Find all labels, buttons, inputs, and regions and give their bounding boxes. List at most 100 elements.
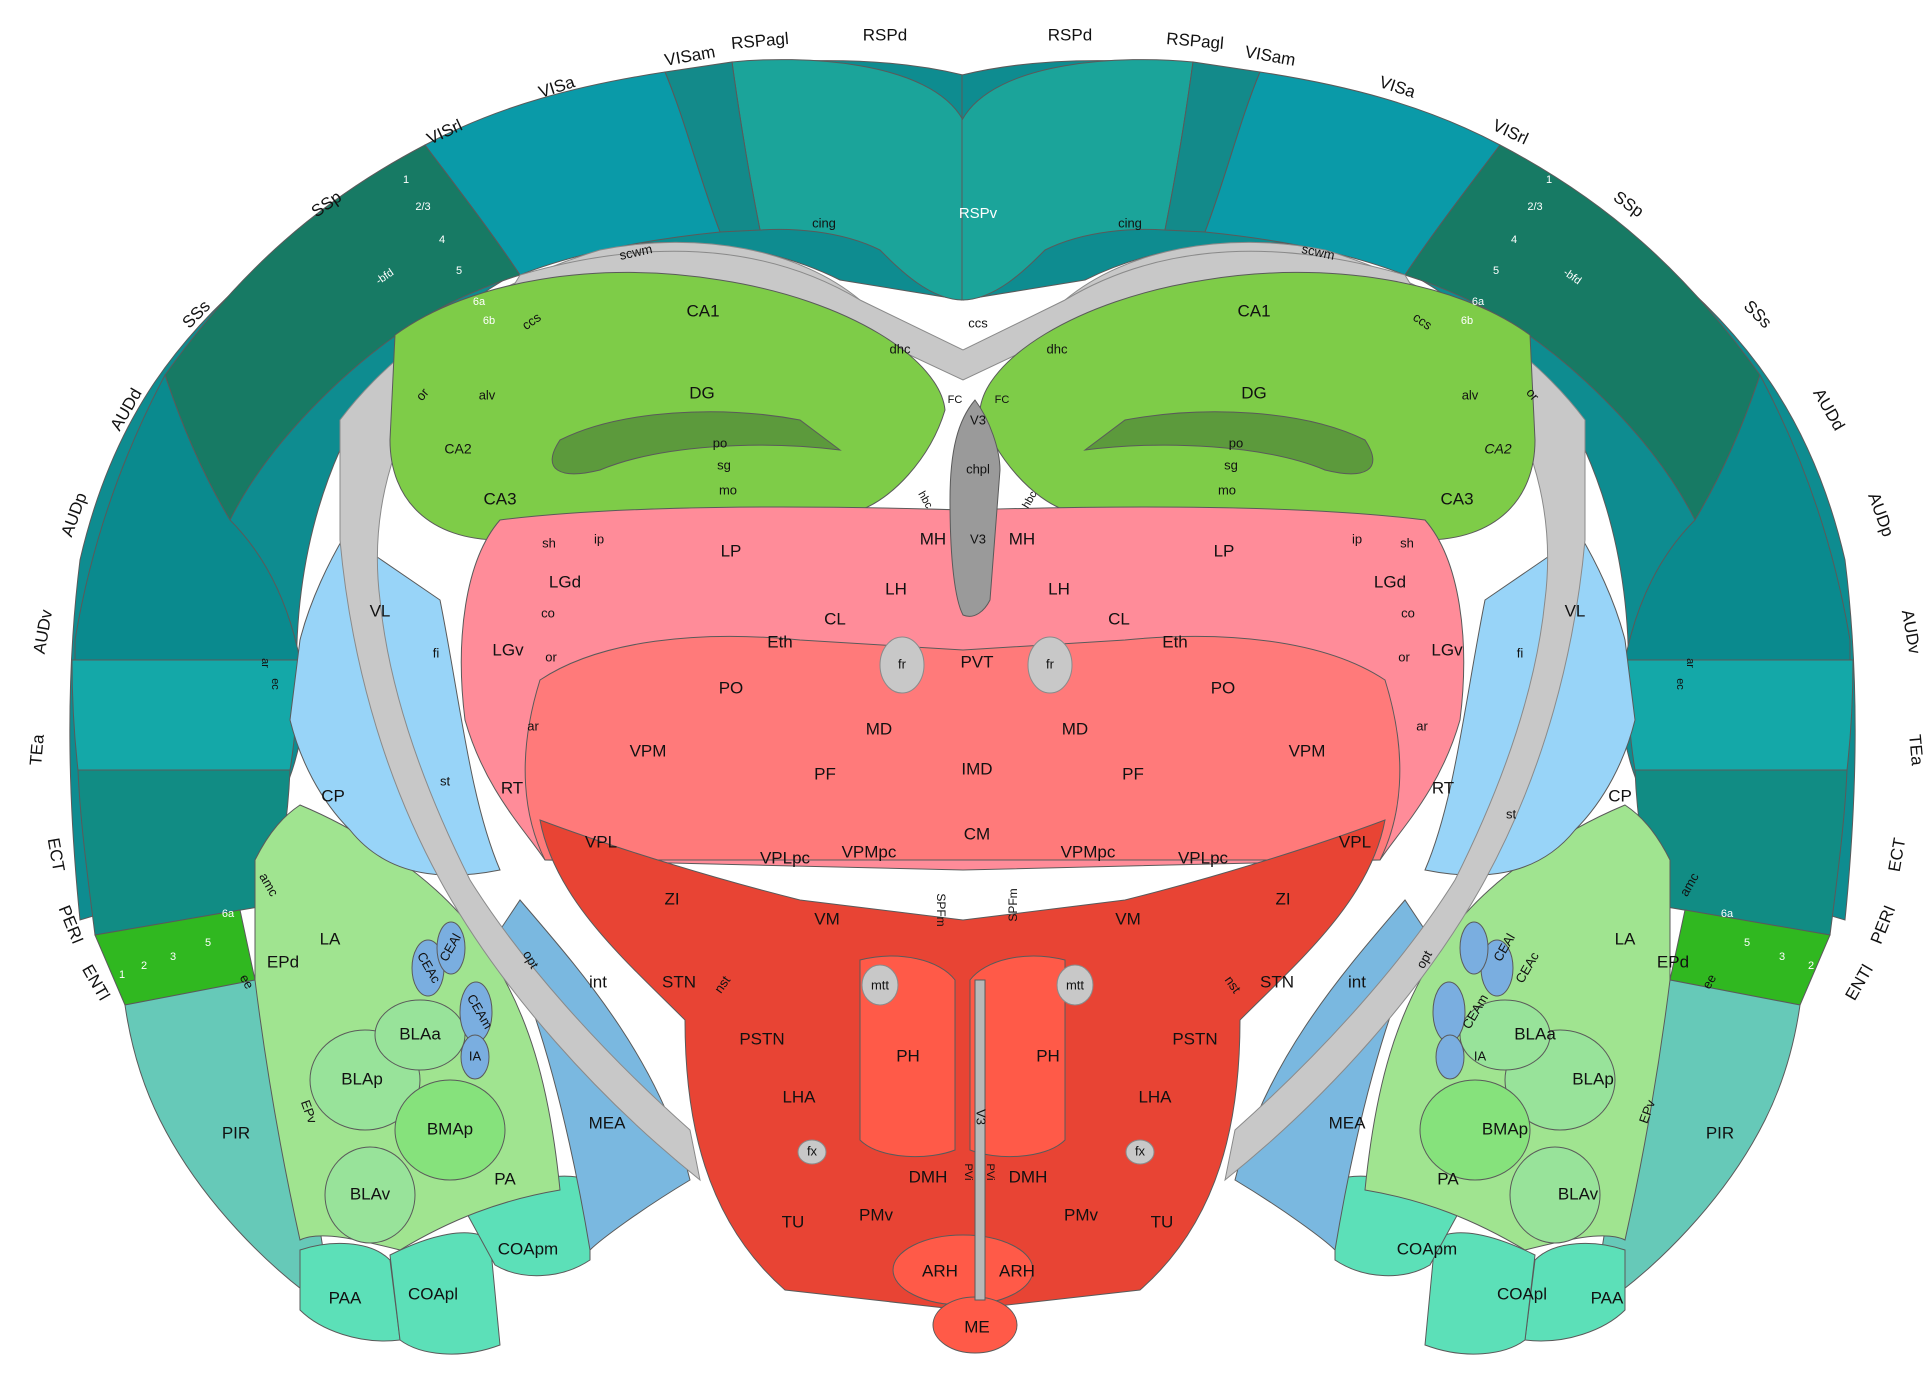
label-ca3-l: CA3 bbox=[483, 489, 516, 508]
label-md-r: MD bbox=[1062, 719, 1088, 738]
ph-region-right[interactable] bbox=[969, 955, 1066, 1157]
ceam-region-right[interactable] bbox=[1432, 981, 1466, 1043]
label-pmv-l: PMv bbox=[859, 1205, 894, 1224]
label-v3-mid: V3 bbox=[970, 531, 986, 546]
label-lp-l: LP bbox=[721, 541, 742, 560]
tea-region-right[interactable] bbox=[1624, 659, 1854, 771]
label-lp-r: LP bbox=[1214, 541, 1235, 560]
label-ca2-r: CA2 bbox=[1484, 441, 1511, 457]
label-vplpc-r: VPLpc bbox=[1178, 848, 1229, 867]
label-cp-l: CP bbox=[321, 786, 345, 805]
label-zi-r: ZI bbox=[1275, 889, 1290, 908]
label-tea-l: TEa bbox=[26, 733, 48, 766]
ent-layer-6a-r: 6a bbox=[1721, 908, 1734, 920]
label-pstn-r: PSTN bbox=[1172, 1029, 1217, 1048]
layer-6a-r: 6a bbox=[1472, 296, 1485, 308]
label-mh-r: MH bbox=[1009, 529, 1035, 548]
blaa-region-right[interactable] bbox=[1459, 999, 1551, 1071]
label-or-thal-l: or bbox=[545, 649, 557, 664]
label-eth-l: Eth bbox=[767, 632, 793, 651]
label-int-l: int bbox=[589, 972, 607, 991]
label-cp-r: CP bbox=[1608, 786, 1632, 805]
dg-layer-right bbox=[1083, 411, 1374, 475]
blaa-region[interactable] bbox=[374, 999, 466, 1071]
label-vm-l: VM bbox=[814, 909, 840, 928]
label-fi-r: fi bbox=[1517, 645, 1524, 660]
bmap-region[interactable] bbox=[394, 1079, 506, 1181]
aud-region-right[interactable] bbox=[1624, 373, 1851, 661]
thalamus-ventral[interactable] bbox=[524, 635, 1401, 861]
ceal-region-right[interactable] bbox=[1459, 921, 1489, 975]
label-lha-r: LHA bbox=[1138, 1087, 1172, 1106]
label-mh-l: MH bbox=[920, 529, 946, 548]
label-pf-l: PF bbox=[814, 764, 836, 783]
fr-right bbox=[1027, 636, 1073, 694]
label-fx-l: fx bbox=[807, 1143, 818, 1158]
label-audd-r: AUDd bbox=[1809, 385, 1848, 434]
tea-region[interactable] bbox=[71, 659, 301, 771]
mtt-right bbox=[1056, 964, 1094, 1006]
ent-layer-3-r: 3 bbox=[1779, 951, 1785, 963]
ia-region[interactable] bbox=[460, 1034, 490, 1080]
label-scwm-l: scwm bbox=[618, 241, 654, 263]
aud-region[interactable] bbox=[74, 373, 301, 661]
label-sh-l: sh bbox=[542, 535, 556, 550]
blav-region-right[interactable] bbox=[1509, 1146, 1601, 1244]
label-st-r: st bbox=[1506, 806, 1517, 821]
label-pstn-l: PSTN bbox=[739, 1029, 784, 1048]
label-ar-r: ar bbox=[1416, 718, 1428, 733]
label-lha-l: LHA bbox=[782, 1087, 816, 1106]
layer-labels: 1 2/3 4 5 -bfd 6a 6b 1 2/3 4 5 -bfd 6a 6… bbox=[119, 174, 1837, 981]
coapl-region[interactable] bbox=[389, 1232, 501, 1355]
layer-23-l: 2/3 bbox=[415, 201, 430, 213]
label-fi-l: fi bbox=[433, 645, 440, 660]
label-ip-l: ip bbox=[594, 531, 604, 546]
label-pvt: PVT bbox=[960, 652, 993, 671]
label-cing-l: cing bbox=[812, 215, 836, 230]
label-bmap-l: BMAp bbox=[427, 1119, 473, 1138]
label-ph-l: PH bbox=[896, 1046, 920, 1065]
label-int-r: int bbox=[1348, 972, 1366, 991]
label-peri-r: PERI bbox=[1867, 903, 1899, 947]
label-dg-l: DG bbox=[689, 383, 715, 402]
label-po-nuc-l: PO bbox=[719, 678, 744, 697]
bmap-region-right[interactable] bbox=[1419, 1079, 1531, 1181]
label-mea-r: MEA bbox=[1329, 1113, 1367, 1132]
label-ssp-r: SSp bbox=[1610, 187, 1647, 221]
ph-region[interactable] bbox=[859, 955, 956, 1157]
label-rt-r: RT bbox=[1432, 778, 1454, 797]
label-vplpc-l: VPLpc bbox=[760, 848, 811, 867]
label-blaa-l: BLAa bbox=[399, 1024, 441, 1043]
label-vl-r: VL bbox=[1565, 601, 1586, 620]
blav-region[interactable] bbox=[324, 1146, 416, 1244]
layer-5-l: 5 bbox=[456, 265, 462, 277]
label-alv-l: alv bbox=[479, 387, 496, 402]
label-arh-l: ARH bbox=[922, 1261, 958, 1280]
label-vpmpc-r: VPMpc bbox=[1061, 842, 1116, 861]
label-lh-r: LH bbox=[1048, 579, 1070, 598]
ent-layer-3-l: 3 bbox=[170, 951, 176, 963]
ia-region-right[interactable] bbox=[1435, 1034, 1465, 1080]
label-tu-l: TU bbox=[782, 1212, 805, 1231]
label-scwm-r: scwm bbox=[1300, 241, 1336, 263]
label-mtt-r: mtt bbox=[1066, 977, 1084, 992]
layer-6b-l: 6b bbox=[483, 315, 495, 327]
label-paa-l: PAA bbox=[329, 1288, 362, 1307]
hypothalamus[interactable] bbox=[539, 819, 1386, 1311]
ceal-region[interactable] bbox=[436, 921, 466, 975]
label-entl-r: ENTl bbox=[1841, 961, 1876, 1003]
label-cl-r: CL bbox=[1108, 609, 1130, 628]
label-blaa-r: BLAa bbox=[1514, 1024, 1556, 1043]
label-cm: CM bbox=[964, 824, 990, 843]
label-sss-r: SSs bbox=[1740, 297, 1775, 332]
label-ca1-r: CA1 bbox=[1237, 301, 1270, 320]
label-blap-l: BLAp bbox=[341, 1069, 383, 1088]
label-v3-top: V3 bbox=[970, 412, 986, 427]
label-me: ME bbox=[964, 1317, 990, 1336]
ent-layer-1-l: 1 bbox=[119, 969, 125, 981]
label-imd: IMD bbox=[961, 759, 992, 778]
label-eth-r: Eth bbox=[1162, 632, 1188, 651]
label-dmh-r: DMH bbox=[1009, 1167, 1048, 1186]
coapl-region-right[interactable] bbox=[1424, 1232, 1536, 1355]
left-hemisphere bbox=[69, 59, 964, 1355]
